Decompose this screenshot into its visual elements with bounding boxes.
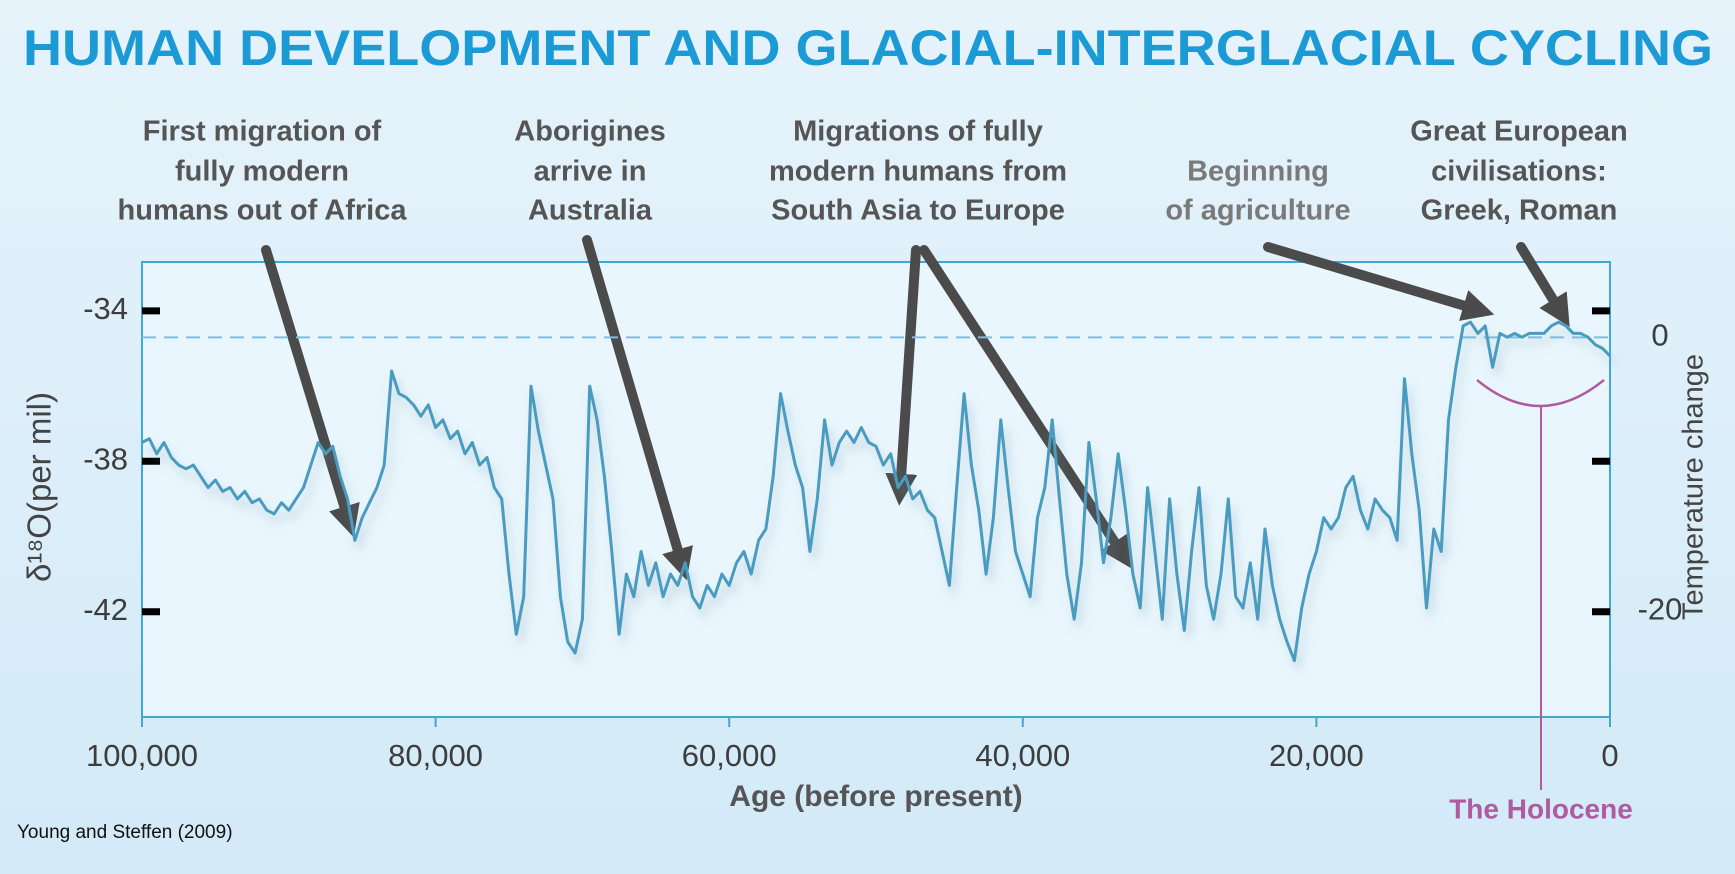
- y2-tick-label: -20: [1638, 592, 1683, 627]
- y2-axis-label: Temperature change: [1678, 354, 1710, 620]
- data-line: [141, 320, 1612, 663]
- annotation-text: civilisations:: [1431, 156, 1607, 188]
- arrow: [885, 245, 921, 506]
- annotation-text: Beginning: [1187, 156, 1329, 188]
- annotation: Great European civilisations: Greek, Rom…: [1410, 116, 1628, 327]
- annotation-text: humans out of Africa: [118, 195, 408, 227]
- annotation-text: arrive in: [534, 156, 647, 188]
- annotation-text: of agriculture: [1165, 195, 1350, 227]
- annotation-text: First migration of: [143, 116, 382, 148]
- x-tick-label: 60,000: [682, 738, 777, 773]
- y-tick-label: -38: [83, 441, 128, 476]
- y-axis-label: δ¹⁸O(per mil): [21, 392, 58, 582]
- arrow: [1516, 242, 1570, 327]
- arrow: [1263, 242, 1495, 321]
- annotation-text: Aborigines: [514, 116, 665, 148]
- plot-area: [141, 261, 1611, 718]
- arrow: [261, 245, 360, 538]
- x-tick-label: 40,000: [975, 738, 1070, 773]
- y-tick-label: -34: [83, 291, 128, 326]
- annotation: Migrations of fully modern humans from S…: [769, 116, 1132, 569]
- annotation: Beginning of agriculture: [1165, 156, 1495, 321]
- arrow: [582, 235, 693, 581]
- annotation-text: Great European: [1410, 116, 1628, 148]
- annotation-text: Greek, Roman: [1421, 195, 1618, 227]
- x-tick-label: 20,000: [1269, 738, 1364, 773]
- holocene-bracket: [1476, 379, 1605, 408]
- annotation-text: Migrations of fully: [793, 116, 1043, 148]
- y2-tick-label: 0: [1651, 318, 1668, 353]
- chart-title: HUMAN DEVELOPMENT AND GLACIAL-INTERGLACI…: [23, 20, 1713, 76]
- y-tick-label: -42: [83, 592, 128, 627]
- annotation-text: Australia: [528, 195, 653, 227]
- annotation: Aborigines arrive in Australia: [514, 116, 693, 581]
- annotation-text: fully modern: [175, 156, 349, 188]
- arrow: [919, 245, 1132, 569]
- source: Young and Steffen (2009): [17, 822, 233, 843]
- annotation-text: South Asia to Europe: [771, 195, 1065, 227]
- annotation: First migration of fully modern humans o…: [118, 116, 408, 538]
- x-tick-label: 100,000: [86, 738, 198, 773]
- holocene-label: The Holocene: [1449, 793, 1633, 824]
- x-tick-label: 0: [1601, 738, 1618, 773]
- x-axis-label: Age (before present): [729, 780, 1022, 813]
- x-tick-label: 80,000: [388, 738, 483, 773]
- annotation-text: modern humans from: [769, 156, 1067, 188]
